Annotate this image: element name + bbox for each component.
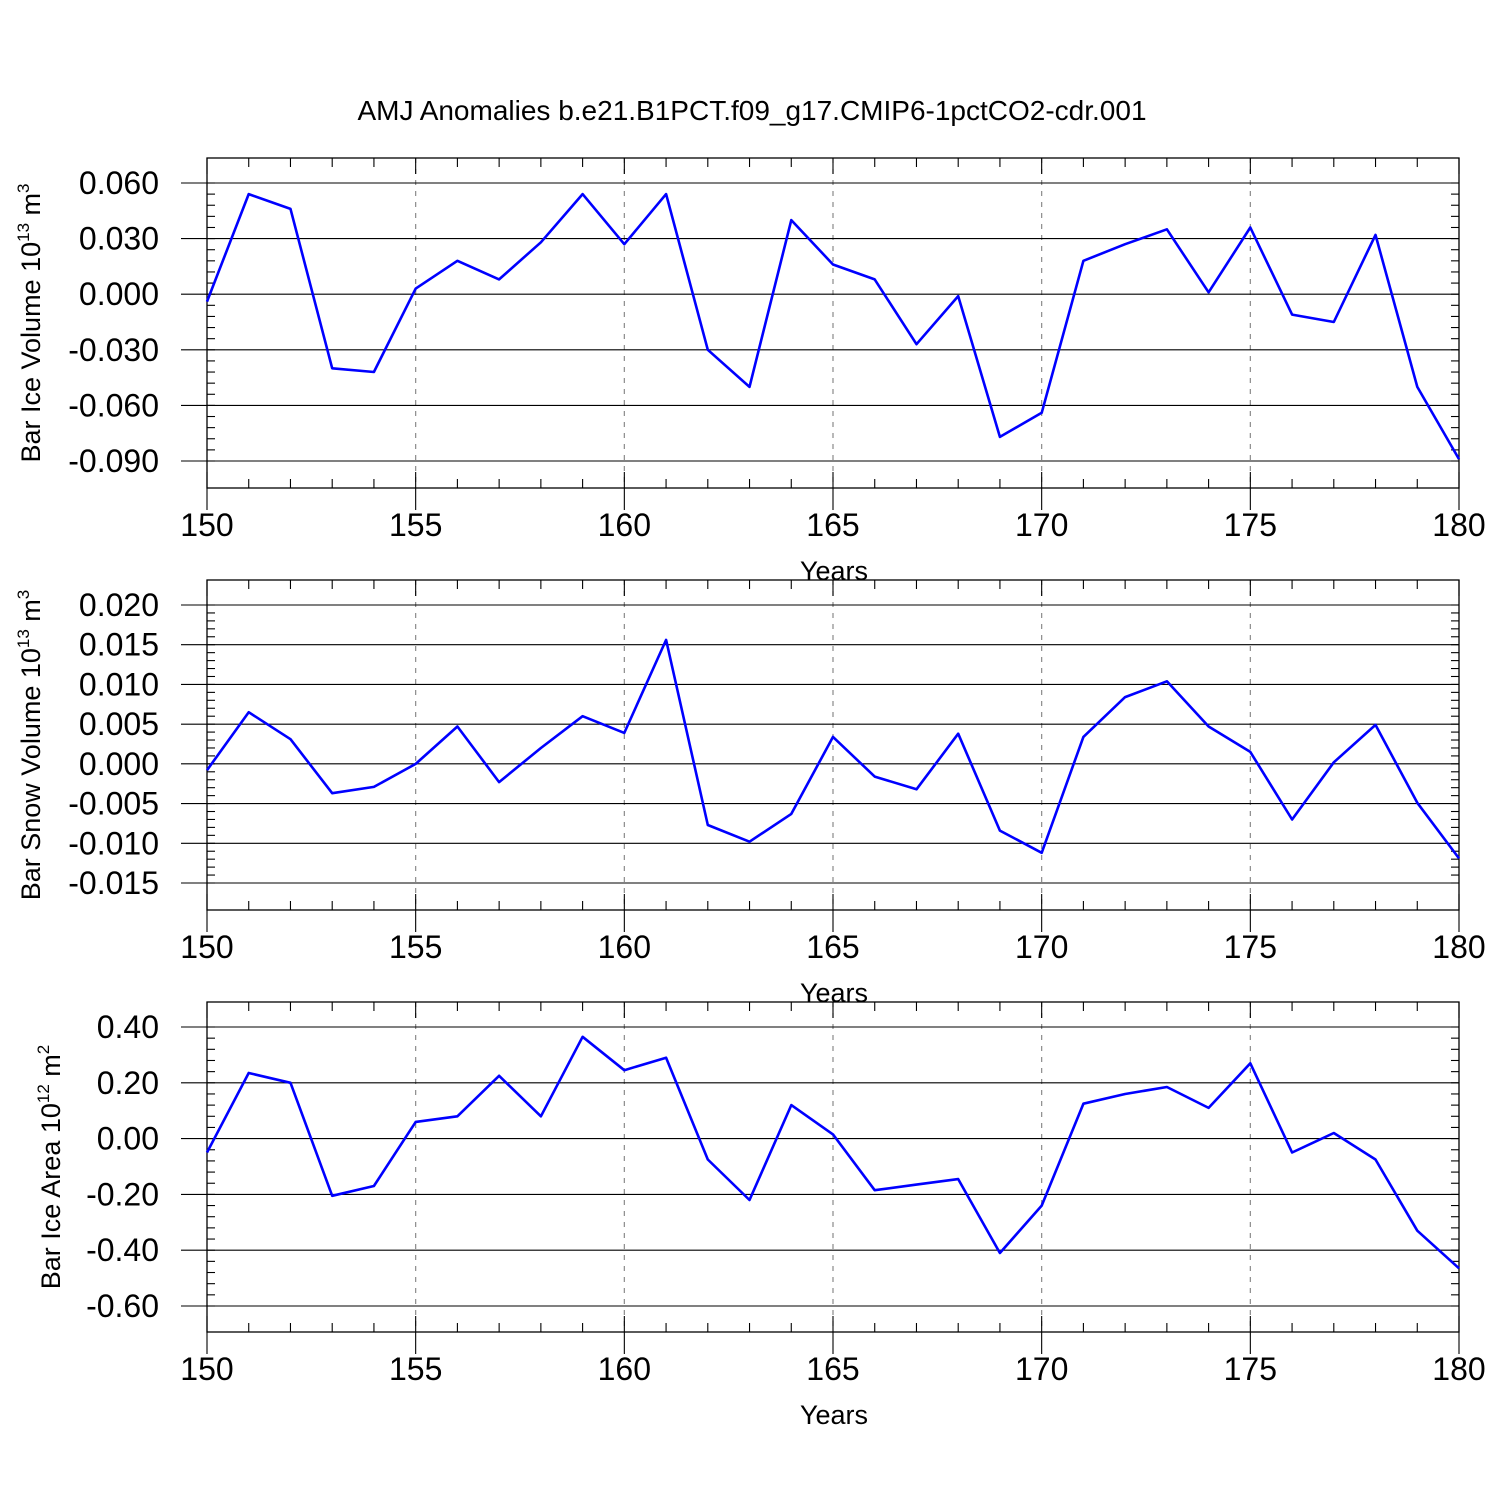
chart2.y-axis-title-unit-exponent: 2 — [34, 1045, 53, 1054]
chart1.y-tick-label-0: 0.020 — [79, 587, 159, 623]
chart2.y-axis-title: Bar Ice Area 1012 m2 — [34, 1045, 66, 1290]
chart0.y-tick-label-5: -0.090 — [68, 443, 159, 479]
chart1.y-axis-title: Bar Snow Volume 1013 m3 — [14, 590, 46, 901]
chart2.y-axis-title-exponent: 12 — [34, 1084, 53, 1103]
chart2.y-axis-title-main: Bar Ice Area 10 — [36, 1103, 66, 1289]
chart2.x-tick-label-4: 170 — [1015, 1351, 1068, 1387]
chart1.x-tick-label-1: 155 — [389, 929, 442, 965]
chart0.x-axis-title: Years — [800, 556, 868, 586]
chart1.y-tick-label-5: -0.005 — [68, 786, 159, 822]
chart2.y-tick-label-2: 0.00 — [97, 1121, 159, 1157]
chart1.x-tick-label-4: 170 — [1015, 929, 1068, 965]
chart0.x-tick-label-1: 155 — [389, 507, 442, 543]
chart1.y-tick-label-2: 0.010 — [79, 666, 159, 702]
chart2.series-line-0 — [205, 1035, 1460, 1270]
chart0.x-tick-label-0: 150 — [180, 507, 233, 543]
chart2.x-tick-label-0: 150 — [180, 1351, 233, 1387]
chart1.series-line-0 — [205, 638, 1461, 860]
chart1.x-tick-label-6: 180 — [1432, 929, 1485, 965]
chart2.y-tick-label-3: -0.20 — [86, 1176, 159, 1212]
chart0.y-axis-title-unit: m — [16, 193, 46, 223]
chart2.x-axis-title: Years — [800, 1400, 868, 1430]
chart0.y-axis-title-main: Bar Ice Volume 10 — [16, 242, 46, 463]
chart0.y-axis-title-exponent: 13 — [14, 223, 33, 242]
chart0.x-tick-label-4: 170 — [1015, 507, 1068, 543]
chart1.y-tick-label-3: 0.005 — [79, 706, 159, 742]
chart1.y-tick-label-4: 0.000 — [79, 746, 159, 782]
chart1.y-tick-label-1: 0.015 — [79, 627, 159, 663]
chart0.y-tick-label-2: 0.000 — [79, 276, 159, 312]
chart0.y-tick-label-4: -0.060 — [68, 387, 159, 423]
chart1.x-tick-label-5: 175 — [1224, 929, 1277, 965]
chart2.y-axis-title-unit: m — [36, 1054, 66, 1084]
chart0.x-tick-label-3: 165 — [806, 507, 859, 543]
chart2.x-tick-label-1: 155 — [389, 1351, 442, 1387]
chart1.y-axis-title-unit-exponent: 3 — [14, 590, 33, 599]
chart2.x-tick-label-6: 180 — [1432, 1351, 1485, 1387]
chart0.series-line-0 — [205, 192, 1461, 460]
chart2.x-tick-label-5: 175 — [1224, 1351, 1277, 1387]
chart2.y-tick-label-4: -0.40 — [86, 1232, 159, 1268]
chart2.x-tick-label-2: 160 — [598, 1351, 651, 1387]
chart0.x-tick-label-6: 180 — [1432, 507, 1485, 543]
chart2.y-tick-label-5: -0.60 — [86, 1288, 159, 1324]
chart2.y-tick-label-1: 0.20 — [97, 1065, 159, 1101]
panel-ice-volume: 0.060 0.030 0.000 -0.030 -0.060 -0.090 150 155 1… — [14, 157, 1486, 586]
chart1.y-axis-title-main: Bar Snow Volume 10 — [16, 648, 46, 900]
chart1.x-tick-label-2: 160 — [598, 929, 651, 965]
chart0.y-tick-label-1: 0.030 — [79, 221, 159, 257]
chart1.y-axis-title-unit: m — [16, 599, 46, 629]
chart0.y-axis-title-unit-exponent: 3 — [14, 183, 33, 192]
chart0.y-tick-label-3: -0.030 — [68, 332, 159, 368]
chart0.x-tick-label-2: 160 — [598, 507, 651, 543]
chart0.y-axis-title: Bar Ice Volume 1013 m3 — [14, 183, 46, 462]
chart1.y-axis-title-exponent: 13 — [14, 629, 33, 648]
chart1.x-axis-title: Years — [800, 978, 868, 1008]
chart1.x-tick-label-3: 165 — [806, 929, 859, 965]
chart0.x-tick-label-5: 175 — [1224, 507, 1277, 543]
chart1.y-tick-label-7: -0.015 — [68, 865, 159, 901]
chart1.x-tick-label-0: 150 — [180, 929, 233, 965]
chart0.y-tick-label-0: 0.060 — [79, 165, 159, 201]
figure-title: AMJ Anomalies b.e21.B1PCT.f09_g17.CMIP6-… — [357, 95, 1146, 126]
chart1.y-tick-label-6: -0.010 — [68, 825, 159, 861]
chart2.x-tick-label-3: 165 — [806, 1351, 859, 1387]
chart2.y-tick-label-0: 0.40 — [97, 1009, 159, 1045]
panel-ice-area: 0.40 0.20 0.00 -0.20 -0.40 -0.60 150 155 160 165 1… — [34, 1001, 1486, 1430]
